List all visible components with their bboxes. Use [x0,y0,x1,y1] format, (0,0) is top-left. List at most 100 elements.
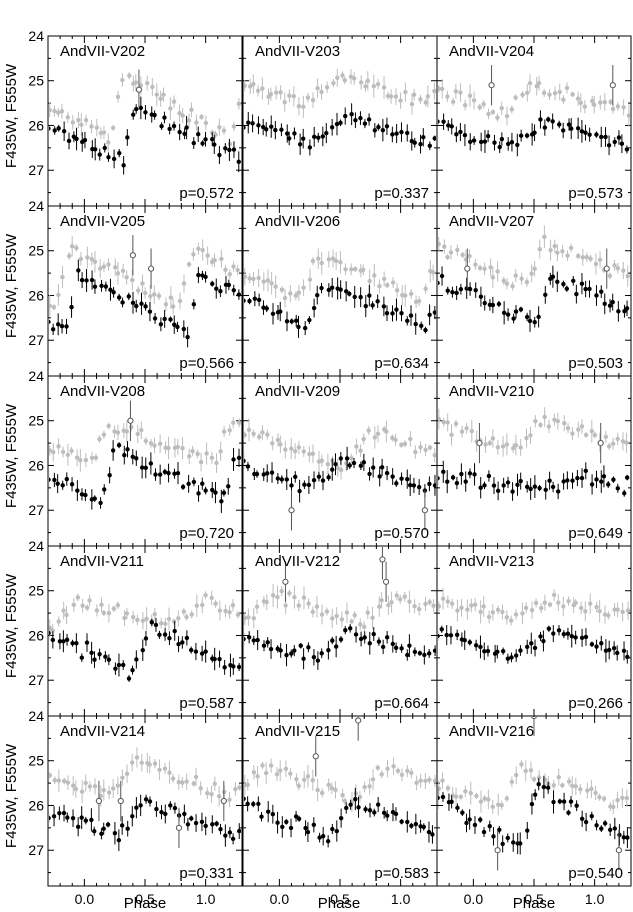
secondary-point [353,266,358,272]
secondary-point [124,275,129,280]
primary-point [459,471,464,477]
primary-point [478,294,484,299]
secondary-point [340,73,345,78]
secondary-point [296,445,302,450]
secondary-point [292,449,298,454]
primary-point [381,810,387,816]
star-name-label: AndVII-V204 [449,43,534,60]
secondary-point [552,417,557,422]
secondary-point [319,89,324,95]
primary-point [265,640,270,645]
primary-point [432,136,436,141]
secondary-point [598,100,603,105]
secondary-point [79,122,84,127]
secondary-point [523,605,529,611]
secondary-point [504,113,510,119]
secondary-point [367,784,372,789]
primary-point [500,648,506,654]
primary-point [557,122,562,127]
panel-points [438,587,630,664]
secondary-point [251,431,256,437]
secondary-point [471,98,477,103]
primary-point [148,461,154,466]
primary-point [518,307,524,312]
primary-point [193,649,199,654]
primary-point [69,482,75,487]
secondary-point [409,101,415,107]
primary-point [405,476,410,482]
primary-point [125,447,130,452]
primary-point [273,127,278,133]
secondary-point [365,610,370,615]
secondary-point [562,420,567,426]
primary-point [270,311,276,316]
primary-point [324,130,329,136]
secondary-point [87,784,93,789]
primary-point [266,809,271,814]
secondary-point [134,755,140,760]
primary-point [472,822,478,828]
secondary-point [193,774,199,780]
panel: AndVII-V207 p=0.503 [436,205,632,377]
primary-point [514,653,519,658]
secondary-point [561,97,566,102]
primary-point [423,327,428,333]
primary-point [163,811,168,817]
primary-point [270,812,276,817]
primary-point [256,297,262,303]
panel: AndVII-V203 p=0.337 [242,35,438,207]
secondary-point [445,420,450,425]
secondary-point [205,791,210,796]
secondary-point [339,617,345,622]
primary-point [579,475,585,481]
primary-point [102,487,107,492]
primary-point [280,824,285,830]
primary-point [607,827,613,832]
period-label: p=0.583 [374,865,429,882]
secondary-point [514,772,519,778]
secondary-point [307,277,313,282]
secondary-point [541,90,547,96]
primary-point [499,136,505,142]
secondary-point [455,608,460,613]
secondary-point [375,765,381,770]
primary-point [162,632,168,637]
secondary-point [358,448,363,453]
primary-point [390,474,395,479]
secondary-point [112,429,117,434]
primary-point [185,822,191,827]
primary-point [143,797,149,802]
primary-point [482,649,487,654]
secondary-point [478,799,484,804]
primary-point [491,834,496,839]
secondary-point [542,600,548,605]
secondary-point [296,290,302,295]
primary-point [99,831,104,837]
primary-point [130,667,135,673]
primary-point [353,118,358,123]
secondary-point [110,786,116,791]
primary-point [130,814,135,819]
secondary-point [486,797,491,802]
secondary-point [200,602,205,608]
outlier-point [129,252,136,259]
outlier-point [603,265,610,272]
primary-point [478,139,484,145]
secondary-point [189,107,194,113]
secondary-point [256,275,261,281]
secondary-point [490,436,496,441]
secondary-point [330,616,335,621]
outlier-point [135,86,143,93]
secondary-point [198,786,203,791]
primary-point [254,471,260,477]
primary-point [157,632,162,638]
primary-point [269,124,274,129]
secondary-point [449,432,454,438]
secondary-point [555,250,560,255]
y-tick-label: 27 [28,332,44,348]
primary-point [375,802,381,807]
secondary-point [482,266,487,272]
y-tick-label: 27 [28,162,44,178]
primary-point [532,484,538,489]
primary-point [416,484,422,490]
